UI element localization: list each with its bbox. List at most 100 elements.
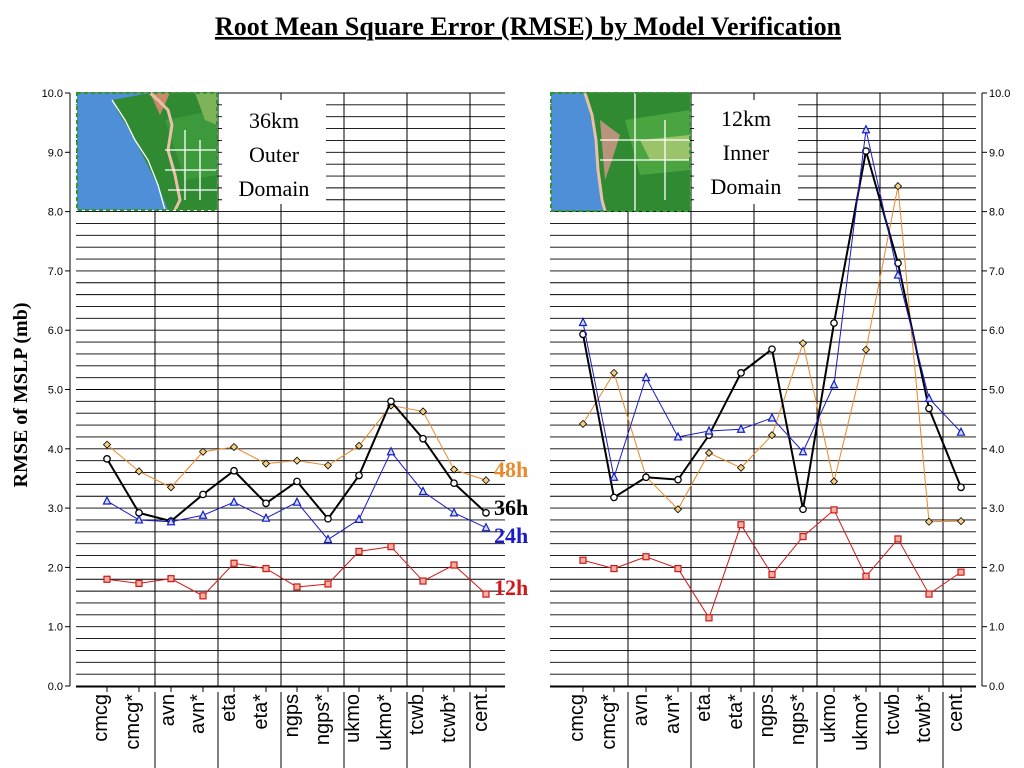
data-point-24h xyxy=(354,514,364,523)
data-point-36h xyxy=(450,479,458,488)
y-tick-label: 9.0 xyxy=(989,147,1004,159)
data-point-48h xyxy=(736,463,746,472)
data-point-24h xyxy=(261,512,271,522)
data-point-24h xyxy=(736,423,746,433)
category-label: ngps xyxy=(281,694,303,737)
data-point-36h xyxy=(419,434,427,443)
data-point-24h xyxy=(323,534,333,544)
data-point-48h xyxy=(323,461,333,470)
y-tick-label: 10.0 xyxy=(989,88,1010,100)
data-point-48h xyxy=(229,442,239,452)
data-point-48h xyxy=(449,465,459,474)
outer-domain-label-line2: Outer xyxy=(249,142,300,167)
data-point-12h xyxy=(387,543,395,551)
category-label: avn xyxy=(157,694,179,726)
data-point-36h xyxy=(862,147,870,155)
category-label: ukmo xyxy=(342,694,364,743)
data-point-36h xyxy=(387,397,395,406)
data-point-36h xyxy=(737,369,745,377)
data-point-36h xyxy=(230,466,238,475)
y-tick-label: 0.0 xyxy=(48,681,63,693)
data-point-36h xyxy=(293,477,301,486)
data-point-36h xyxy=(894,259,902,268)
data-point-24h xyxy=(798,446,808,456)
data-point-12h xyxy=(355,547,363,555)
y-tick-label: 6.0 xyxy=(48,325,63,337)
data-point-12h xyxy=(610,564,618,573)
data-point-12h xyxy=(674,564,682,573)
category-label: tcwb* xyxy=(438,694,460,743)
data-point-12h xyxy=(103,575,111,583)
data-point-24h xyxy=(418,486,428,496)
data-point-24h xyxy=(229,496,239,506)
data-point-36h xyxy=(610,493,618,502)
data-point-12h xyxy=(799,532,807,541)
data-point-24h xyxy=(449,507,459,517)
category-label: ngps* xyxy=(787,694,809,745)
data-point-48h xyxy=(673,505,683,514)
category-label: avn* xyxy=(187,694,209,734)
data-point-36h xyxy=(482,508,490,517)
data-point-48h xyxy=(924,517,934,526)
category-label: cmcg xyxy=(90,694,112,742)
inner-domain-panel: 0.0 1.0 2.0 3.0 4.0 5.0 6.0 7.0 8.0 9.0 10.0 cmcg cm… xyxy=(550,88,1010,768)
data-point-48h xyxy=(481,476,491,485)
series-line-24h xyxy=(106,450,487,541)
data-point-12h xyxy=(768,570,776,579)
data-point-36h xyxy=(830,319,838,327)
data-point-12h xyxy=(925,590,933,598)
data-point-24h xyxy=(924,393,934,402)
y-tick-label: 5.0 xyxy=(48,385,63,397)
series-label-24h: 24h xyxy=(494,523,528,548)
outer-domain-label-box xyxy=(222,100,326,204)
category-label: tcwb* xyxy=(913,694,935,743)
category-label: eta* xyxy=(725,694,747,730)
data-point-24h xyxy=(134,514,144,524)
data-point-48h xyxy=(893,182,903,191)
y-tick-label: 7.0 xyxy=(989,266,1004,278)
data-point-36h xyxy=(957,483,965,492)
inner-domain-label-line3: Domain xyxy=(711,174,782,199)
data-point-12h xyxy=(199,592,207,600)
data-point-12h xyxy=(482,590,490,598)
category-label: ukmo xyxy=(818,694,840,743)
series-line-12h xyxy=(582,509,962,619)
y-tick-label: 5.0 xyxy=(989,385,1004,397)
y-tick-label: 8.0 xyxy=(48,207,63,219)
category-label: cent xyxy=(470,694,492,732)
series-label-48h: 48h xyxy=(494,457,528,482)
data-point-48h xyxy=(609,368,619,377)
y-tick-label: 10.0 xyxy=(42,88,63,100)
data-point-48h xyxy=(261,459,271,468)
data-point-36h xyxy=(355,471,363,480)
y-tick-label: 8.0 xyxy=(989,207,1004,219)
y-tick-label: 3.0 xyxy=(48,503,63,515)
category-label: eta* xyxy=(250,694,272,730)
outer-domain-map xyxy=(76,91,218,211)
data-point-12h xyxy=(167,575,175,583)
data-point-48h xyxy=(166,483,176,492)
category-label: cmcg* xyxy=(122,694,144,750)
data-point-48h xyxy=(956,517,966,526)
category-label: cmcg xyxy=(566,694,588,742)
category-label: eta xyxy=(218,693,240,722)
data-point-24h xyxy=(102,495,112,505)
data-point-24h xyxy=(386,446,396,456)
data-point-12h xyxy=(419,577,427,585)
data-point-12h xyxy=(230,559,238,567)
data-point-36h xyxy=(925,404,933,413)
data-point-48h xyxy=(829,477,839,486)
data-point-24h xyxy=(829,379,839,389)
data-point-48h xyxy=(102,440,112,449)
data-point-12h xyxy=(642,553,650,561)
category-label: tcwb xyxy=(882,694,904,735)
y-tick-label: 4.0 xyxy=(989,444,1004,456)
data-point-48h xyxy=(354,441,364,450)
data-point-36h xyxy=(674,475,682,484)
inner-domain-label-line1: 12km xyxy=(721,106,771,131)
data-point-24h xyxy=(767,412,777,422)
y-tick-label: 0.0 xyxy=(989,681,1004,693)
category-label: ukmo* xyxy=(850,694,872,751)
data-point-48h xyxy=(798,339,808,348)
data-point-12h xyxy=(862,572,870,580)
